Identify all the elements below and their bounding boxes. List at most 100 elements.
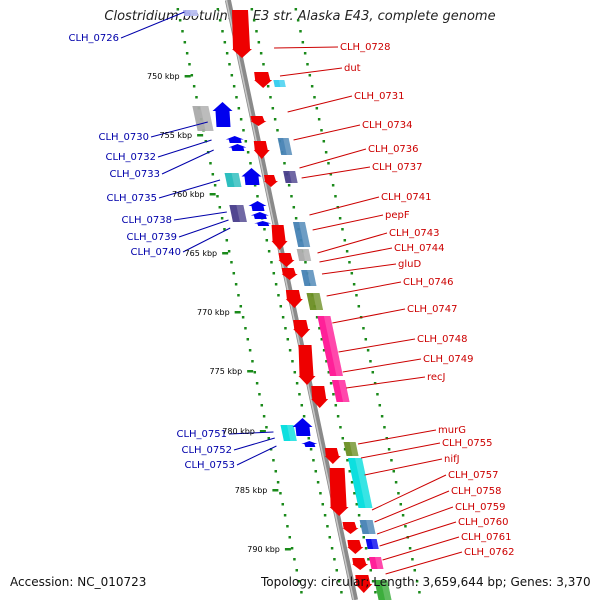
ruler-dot [223,41,227,44]
ruler-dot [387,448,391,451]
gene-label-right: recJ [427,372,446,383]
ruler-dot [401,514,405,517]
gene-shape [296,249,312,261]
ruler-dot [320,129,323,132]
ruler-dot [255,382,259,385]
gene-arrow-forward-icon [311,386,329,408]
ruler-dot [279,305,283,308]
gene-arrow-forward-icon [347,540,364,554]
ruler-dot [315,316,319,319]
kbp-label: 775 kbp [210,367,243,376]
ruler-dot [306,63,309,66]
gene-label-left: CLH_0726 [68,33,119,44]
gene-shape [368,557,384,569]
ruler-dot [313,96,316,99]
ruler-dot [348,261,351,264]
leader-line [301,166,371,179]
ruler-dot [294,217,298,220]
ruler-dot [295,569,299,572]
ruler-dot [228,63,231,66]
gene-arrow-reverse-icon [254,221,272,226]
ruler-dot [283,514,287,517]
ruler-dot [258,393,261,396]
leader-line [326,281,402,297]
gene-arrow-forward-icon [281,268,298,280]
gene-shape [254,221,272,226]
gene-block [283,171,298,183]
ruler-dot [209,162,212,165]
gene-label-left: CLH_0738 [121,215,172,226]
ruler-dot [295,382,299,385]
ruler-dot [276,481,280,484]
gene-shape [329,468,349,516]
ruler-dot [244,327,247,330]
gene-shape [250,212,269,219]
ruler-dot [298,393,301,396]
gene-label-right: CLH_0761 [461,532,512,543]
ruler-dot [392,470,396,473]
leader-line [382,536,460,561]
gene-label-left: CLH_0739 [126,232,177,243]
gene-shape [278,253,295,267]
gene-arrow-reverse-icon [212,102,233,127]
gene-label-left: CLH_0751 [176,429,227,440]
gene-label-right: CLH_0728 [340,42,391,53]
leader-line [376,506,454,535]
gene-shading [323,316,343,376]
leader-line [321,263,397,275]
ruler-dot [316,481,320,484]
ruler-dot [263,228,266,231]
position-labels: 750 kbp 755 kbp 760 kbp 765 kbp 770 kbp 775 k… [147,72,280,554]
leader-line [279,67,343,77]
ruler-dot [299,30,302,33]
ruler-dot [262,415,266,418]
ruler-dot [319,492,322,495]
ruler-dot [294,8,298,11]
ruler-dot [286,338,290,341]
ruler-dot [340,591,343,594]
ruler-dot [181,30,184,33]
gene-arrow-forward-icon [250,116,267,126]
leader-line [317,232,388,254]
gene-shape [324,448,341,464]
ruler-dot [369,360,372,363]
gene-arrow-forward-icon [324,448,341,464]
ruler-dot [242,129,245,132]
ruler-dot [390,459,393,462]
gene-arrow-forward-icon [352,558,369,570]
gene-shape [311,386,329,408]
ruler-dot [415,580,419,583]
gene-shape [301,441,318,447]
gene-label-right: CLH_0755 [442,438,493,449]
ruler-dot [230,74,234,77]
gene-label-left: CLH_0753 [184,460,235,471]
leader-line [228,431,274,435]
ruler-dot [385,437,389,440]
ruler-dot [327,162,330,165]
ruler-dot [277,294,280,297]
gene-shading [366,520,376,534]
ruler-dot [288,536,292,539]
ruler-dot [290,195,293,198]
gene-shading [231,173,242,187]
gene-arrow-reverse-icon [250,212,269,219]
ruler-dot [288,349,292,352]
ruler-major-tick [197,134,204,137]
ruler-dot [252,19,256,22]
gene-shape [183,10,199,16]
ruler-dot [253,371,257,374]
gene-shading [286,425,297,441]
leader-line [150,121,208,138]
leader-line [332,308,406,324]
ruler-dot [346,459,349,462]
leader-line [319,247,393,263]
ruler-dot [328,536,332,539]
gene-shape [253,141,270,159]
gene-label-right: CLH_0759 [455,502,506,513]
ruler-dot [404,525,407,528]
ruler-dot [348,470,352,473]
kbp-label: 755 kbp [160,131,193,140]
ruler-dot [241,316,245,319]
ruler-dot [378,404,382,407]
